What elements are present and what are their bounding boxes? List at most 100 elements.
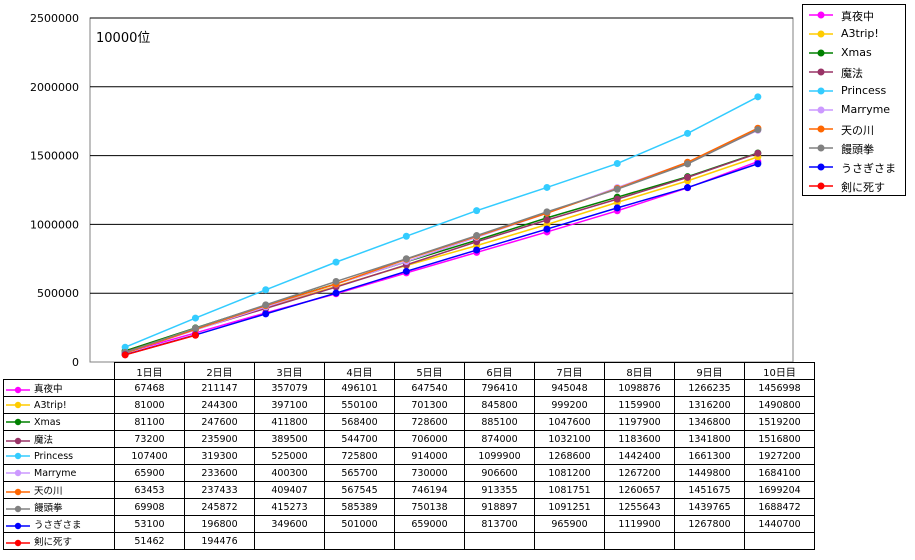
legend-label: 剣に死す [841, 181, 885, 194]
legend-item: Xmas [803, 44, 907, 63]
legend-label: Princess [841, 84, 887, 97]
table-cell: 389500 [254, 430, 325, 448]
data-point [332, 258, 340, 266]
table-cell: 914000 [394, 447, 465, 465]
table-cell: 247600 [184, 413, 255, 431]
y-tick-label: 1500000 [30, 150, 79, 163]
table-cell: 1081751 [534, 481, 605, 499]
table-cell: 1456998 [744, 379, 815, 397]
x-tick-label: 10日目 [744, 362, 815, 380]
table-cell: 1091251 [534, 498, 605, 516]
data-point [613, 160, 621, 168]
table-row: Xmas 81100 247600 411800 568400 728600 885100 1… [3, 413, 815, 431]
legend-item: 饅頭拳 [803, 139, 907, 158]
data-point [332, 289, 340, 297]
data-point [191, 331, 199, 339]
table-cell: 357079 [254, 379, 325, 397]
table-header-row: 1日目 2日目 3日目 4日目 5日目 6日目 7日目 8日目 9日目 10日目 [3, 362, 815, 380]
table-cell: 750138 [394, 498, 465, 516]
data-point [613, 195, 621, 203]
series-line [124, 128, 759, 354]
legend-symbol-icon [809, 106, 833, 114]
table-cell: 194476 [184, 532, 255, 550]
table-cell [674, 532, 745, 550]
table-cell: 913355 [464, 481, 535, 499]
table-row: うさぎさま 53100 196800 349600 501000 659000 813700… [3, 515, 815, 533]
table-cell: 53100 [114, 515, 185, 533]
table-cell: 746194 [394, 481, 465, 499]
legend-symbol-icon [809, 68, 833, 76]
table-corner [3, 362, 115, 380]
legend: 真夜中 A3trip! Xmas 魔法 Princess Marryme 天の川 饅頭拳 うさぎ… [802, 4, 906, 196]
x-tick-label: 2日目 [184, 362, 255, 380]
table-cell: 1098876 [604, 379, 675, 397]
legend-symbol-icon [809, 11, 833, 19]
x-tick-label: 8日目 [604, 362, 675, 380]
table-row: 魔法 73200 235900 389500 544700 706000 874000 103… [3, 430, 815, 448]
legend-symbol-icon [6, 539, 30, 546]
data-point [543, 208, 551, 216]
table-cell: 1516800 [744, 430, 815, 448]
table-row: 天の川 63453 237433 409407 567545 746194 913355 10… [3, 481, 815, 499]
series-lines [121, 93, 762, 359]
data-point [684, 129, 692, 137]
legend-symbol-icon [809, 144, 833, 152]
legend-symbol-icon [809, 125, 833, 133]
legend-symbol-icon [6, 469, 30, 477]
table-cell: 565700 [324, 464, 395, 482]
table-cell: 1266235 [674, 379, 745, 397]
legend-item: 真夜中 [803, 6, 907, 25]
table-cell: 1081200 [534, 464, 605, 482]
legend-label: 真夜中 [841, 10, 874, 23]
data-point [402, 255, 410, 263]
data-point [473, 207, 481, 215]
data-point [121, 343, 129, 351]
legend-symbol-icon [6, 488, 30, 495]
gridlines [90, 17, 793, 294]
legend-symbol-icon [6, 437, 30, 444]
legend-symbol-icon [6, 401, 30, 409]
data-point [754, 126, 762, 134]
table-cell: 196800 [184, 515, 255, 533]
x-tick-label: 5日目 [394, 362, 465, 380]
table-cell: 81100 [114, 413, 185, 431]
table-row: Marryme 65900 233600 400300 565700 730000 9066… [3, 464, 815, 482]
legend-label: 魔法 [841, 67, 863, 80]
legend-symbol-icon [809, 87, 833, 95]
table-cell: 496101 [324, 379, 395, 397]
table-cell: 1490800 [744, 396, 815, 414]
legend-symbol-icon [809, 49, 833, 57]
table-cell: 568400 [324, 413, 395, 431]
table-series-cell: A3trip! [3, 396, 115, 414]
series-Princess [121, 93, 762, 351]
table-cell: 1267200 [604, 464, 675, 482]
table-cell [744, 532, 815, 550]
data-point [754, 93, 762, 101]
table-series-cell: 饅頭拳 [3, 498, 115, 516]
table-cell: 906600 [464, 464, 535, 482]
data-point [754, 160, 762, 168]
legend-item: Princess [803, 82, 907, 101]
table-cell: 1341800 [674, 430, 745, 448]
table-cell: 1047600 [534, 413, 605, 431]
legend-item: 天の川 [803, 120, 907, 139]
data-point [262, 286, 270, 294]
data-point [473, 232, 481, 240]
x-tick-label: 6日目 [464, 362, 535, 380]
data-point [754, 149, 762, 157]
table-cell: 567545 [324, 481, 395, 499]
table-cell: 1267800 [674, 515, 745, 533]
y-tick-label: 2500000 [30, 12, 79, 25]
data-point [543, 183, 551, 191]
table-cell: 65900 [114, 464, 185, 482]
table-cell: 1255643 [604, 498, 675, 516]
legend-symbol-icon [809, 163, 833, 171]
table-cell: 1440700 [744, 515, 815, 533]
data-point [402, 232, 410, 240]
table-cell: 235900 [184, 430, 255, 448]
table-cell: 400300 [254, 464, 325, 482]
table-series-label: うさぎさま [34, 520, 82, 531]
data-point [473, 246, 481, 254]
table-cell: 397100 [254, 396, 325, 414]
legend-symbol-icon [6, 418, 30, 426]
